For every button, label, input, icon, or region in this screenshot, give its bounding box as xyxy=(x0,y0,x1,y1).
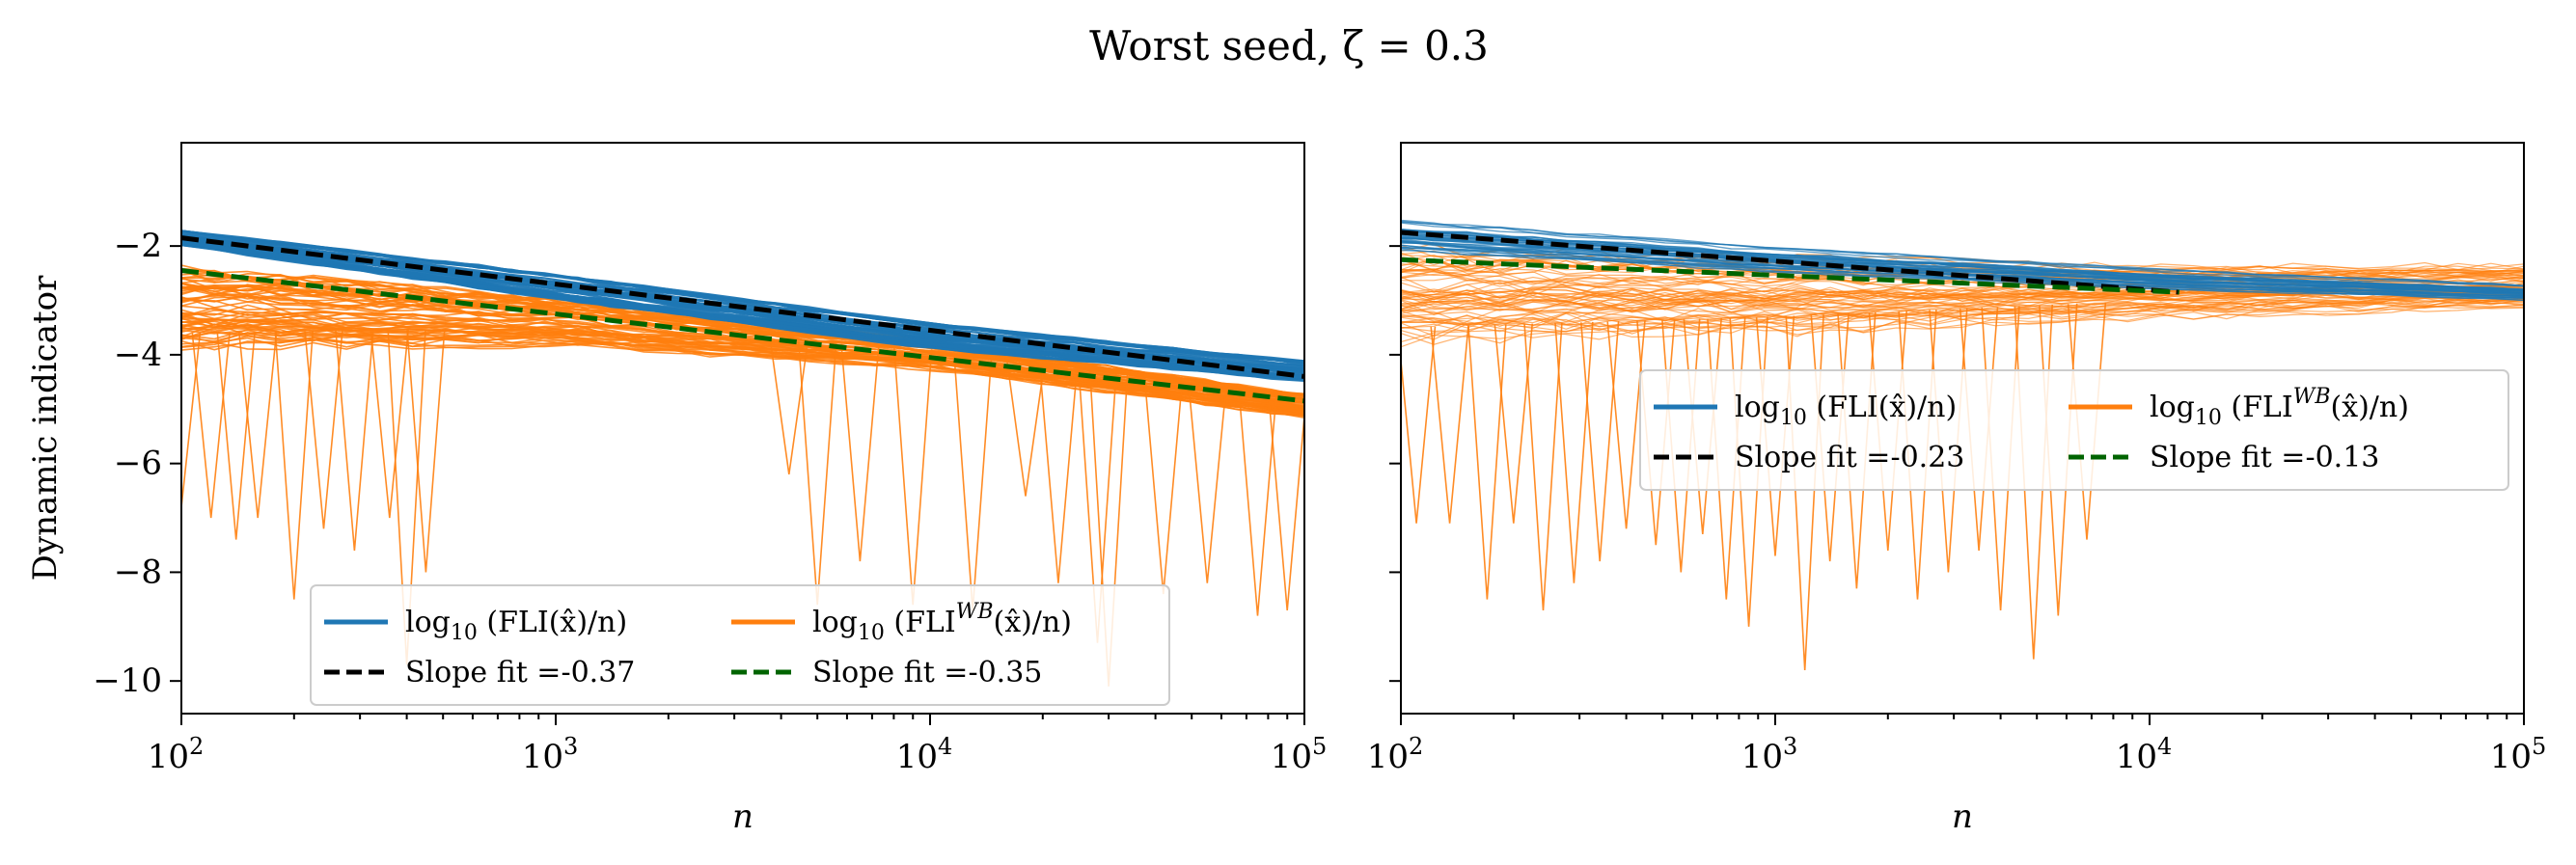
y-tick-label: −6 xyxy=(114,445,162,483)
wb-dip xyxy=(335,330,374,551)
wb-trajectory xyxy=(1401,295,2524,322)
fli-trajectory xyxy=(181,233,1304,367)
wb-trajectory xyxy=(1401,304,2524,343)
wb-dip xyxy=(238,331,278,519)
wb-dip xyxy=(840,343,880,562)
fli-trajectory xyxy=(181,240,1304,378)
wb-dip xyxy=(953,352,993,610)
wb-dip xyxy=(1430,325,1469,524)
plot-area xyxy=(1401,219,2524,670)
plot-area xyxy=(181,230,1304,687)
left-panel: 102 103 104 105 −2 −4 −6 −8 −10 n Dynamic indicato… xyxy=(26,142,1328,836)
x-tick-label: 103 xyxy=(1741,733,1798,776)
axes-frame xyxy=(1400,142,2525,715)
x-tick-label: 105 xyxy=(1271,733,1328,776)
wb-dip xyxy=(893,347,933,606)
y-tick-label: −2 xyxy=(114,227,162,265)
x-tick-label: 104 xyxy=(896,733,953,776)
wb-trajectory xyxy=(181,339,1304,418)
fli-trajectory xyxy=(1401,238,2524,295)
x-tick-label: 102 xyxy=(1367,733,1424,776)
figure-title: Worst seed, ζ = 0.3 xyxy=(1089,22,1489,69)
wb-dip xyxy=(1238,390,1277,616)
wb-dip xyxy=(1554,321,1594,583)
wb-dip xyxy=(1268,393,1304,610)
x-axis-label: n xyxy=(732,797,754,836)
wb-trajectory xyxy=(181,311,1304,412)
wb-dip xyxy=(1494,323,1533,524)
x-tick-label: 102 xyxy=(148,733,205,776)
legend-box xyxy=(1639,369,2509,491)
legend-label: log10 (FLI(x̂)/n) xyxy=(1735,391,1957,430)
wb-slope-fit-line xyxy=(181,268,1304,404)
wb-dip xyxy=(406,329,446,573)
x-tick-label: 103 xyxy=(522,733,579,776)
legend-label: Slope fit =-0.23 xyxy=(1735,441,1964,474)
wb-dip xyxy=(1580,321,1620,562)
wb-dip xyxy=(370,329,409,519)
fli-trajectory xyxy=(181,230,1304,363)
fli-trajectory xyxy=(1401,230,2524,290)
wb-trajectory xyxy=(1401,288,2524,314)
legend-label: Slope fit =-0.35 xyxy=(812,656,1042,689)
x-tick-label: 104 xyxy=(2116,733,2173,776)
wb-trajectory xyxy=(1401,299,2524,333)
wb-dip xyxy=(1606,320,1646,529)
fli-trajectory xyxy=(1401,222,2524,287)
wb-dip xyxy=(798,341,837,606)
wb-trajectory xyxy=(181,284,1304,401)
legend-label: Slope fit =-0.37 xyxy=(405,656,635,689)
fli-trajectory xyxy=(1401,221,2524,287)
wb-dip xyxy=(1188,383,1227,583)
fli-trajectory xyxy=(181,242,1304,379)
y-tick-label: −10 xyxy=(93,662,162,700)
wb-dip xyxy=(216,332,256,540)
legend-box xyxy=(310,584,1170,706)
legend-label: log10 (FLIWB(x̂)/n) xyxy=(812,600,1072,645)
wb-dip xyxy=(1005,359,1046,497)
legend-label: Slope fit =-0.13 xyxy=(2150,441,2379,474)
y-axis-label: Dynamic indicator xyxy=(26,275,65,581)
legend: log10 (FLI(x̂)/n) log10 (FLIWB(x̂)/n) Slop… xyxy=(1639,369,2509,491)
wb-dip xyxy=(304,330,343,529)
wb-trajectory xyxy=(181,285,1304,399)
wb-dip xyxy=(1785,314,1824,670)
x-axis-label: n xyxy=(1952,797,1973,836)
y-tick-label: −8 xyxy=(114,553,162,591)
wb-dip xyxy=(1401,326,1437,524)
fli-slope-fit-line xyxy=(1401,230,2179,295)
x-tick-label: 105 xyxy=(2490,733,2547,776)
wb-trajectory xyxy=(1401,305,2524,348)
legend-label: log10 (FLIWB(x̂)/n) xyxy=(2150,385,2409,430)
fli-trajectory xyxy=(1401,229,2524,290)
wb-trajectory xyxy=(181,322,1304,414)
axes-frame xyxy=(180,142,1305,715)
fli-trajectory xyxy=(1401,247,2524,300)
wb-slope-fit-line xyxy=(1401,257,2179,295)
fli-slope-fit-line xyxy=(181,235,1304,379)
wb-dip xyxy=(1523,322,1563,610)
wb-dip xyxy=(274,331,314,600)
wb-dip xyxy=(1038,364,1079,583)
y-tick-label: −4 xyxy=(114,336,162,374)
wb-trajectory xyxy=(181,313,1304,409)
wb-trajectory xyxy=(1401,298,2524,333)
legend-label: log10 (FLI(x̂)/n) xyxy=(405,606,627,645)
legend: log10 (FLI(x̂)/n) log10 (FLIWB(x̂)/n) Slop… xyxy=(310,584,1170,706)
wb-dip xyxy=(1143,377,1183,595)
wb-dip xyxy=(181,333,202,507)
fli-trajectory xyxy=(181,244,1304,382)
wb-trajectory xyxy=(181,285,1304,400)
wb-dip xyxy=(1467,324,1507,600)
